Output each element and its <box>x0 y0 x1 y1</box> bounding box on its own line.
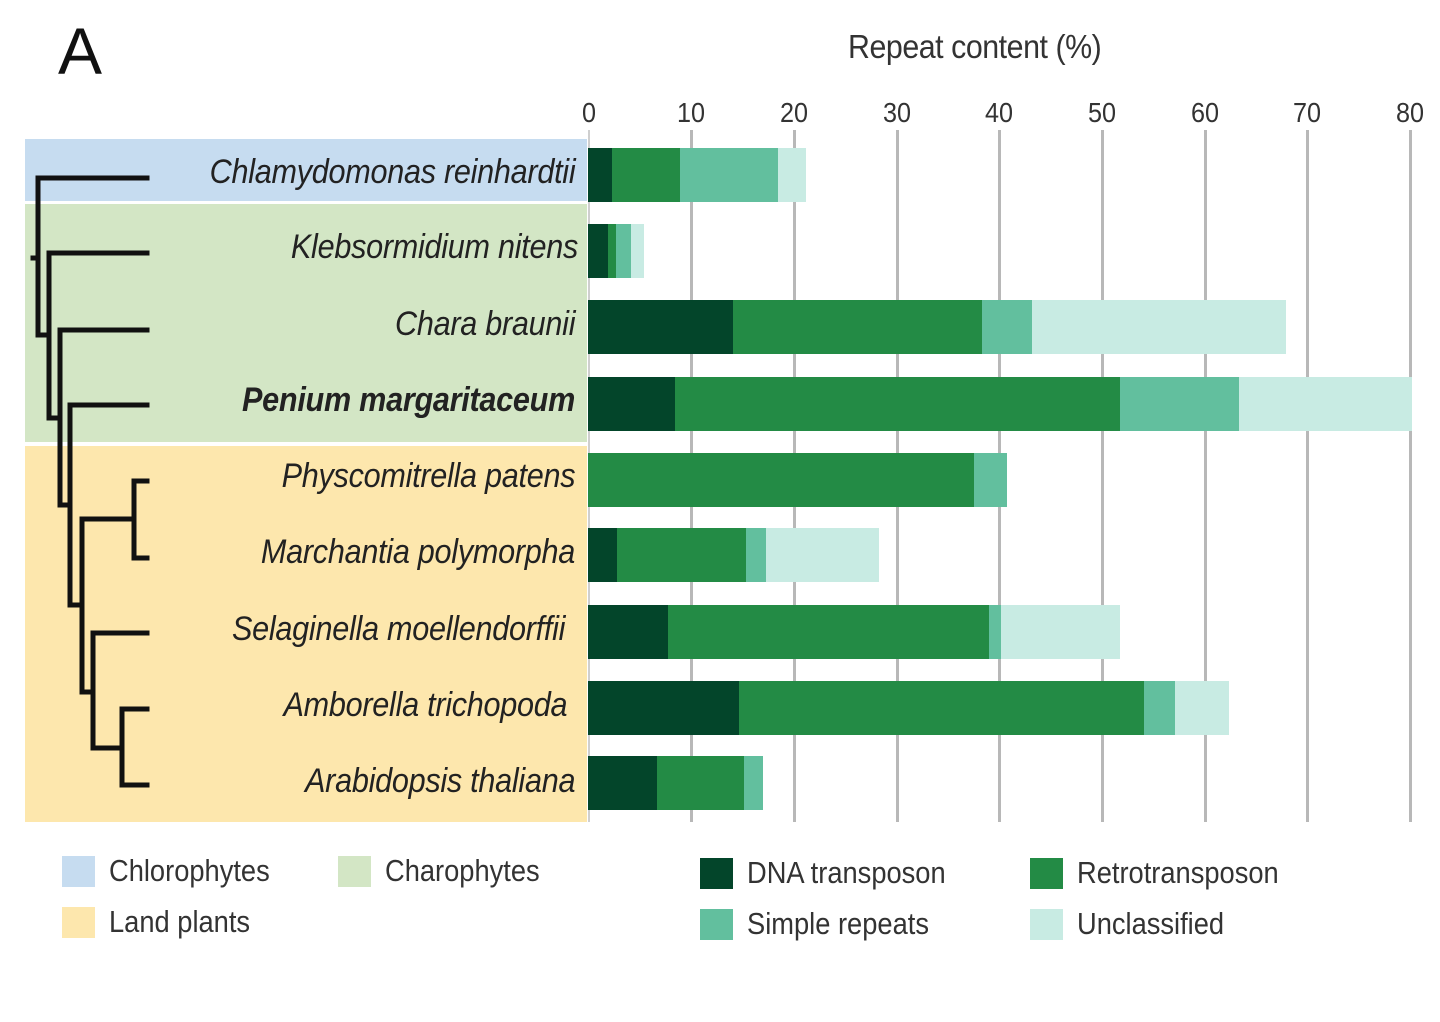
legend-item-chlorophytes: Chlorophytes <box>62 853 292 888</box>
species-label: Klebsormidium nitens <box>290 228 578 266</box>
bar-segment-simple-repeats <box>974 453 1008 507</box>
bar-segment-unclassified <box>765 528 879 582</box>
bar-segment-unclassified <box>1031 300 1286 354</box>
bar-segment-simple-repeats <box>988 605 1002 659</box>
legend-item-charophytes: Charophytes <box>338 853 561 888</box>
gridline <box>1101 130 1104 822</box>
bar-segment-simple-repeats <box>1120 377 1240 431</box>
bar-segment-simple-repeats <box>615 224 632 278</box>
bar-segment-simple-repeats <box>744 756 763 810</box>
legend-item-land-plants: Land plants <box>62 904 269 939</box>
bar-segment-retrotransposon <box>732 300 982 354</box>
legend-label: Unclassified <box>1077 906 1225 941</box>
legend-item-unclassified: Unclassified <box>1030 906 1244 941</box>
tick-label: 30 <box>882 97 912 128</box>
bar-segment-dna-transposon <box>588 756 657 810</box>
legend-swatch <box>338 855 371 887</box>
tick-label: 40 <box>984 97 1014 128</box>
legend-swatch <box>1030 908 1063 940</box>
tick-label: 50 <box>1087 97 1117 128</box>
bar-segment-dna-transposon <box>588 377 676 431</box>
tick-label: 70 <box>1292 97 1322 128</box>
bar-segment-retrotransposon <box>616 528 747 582</box>
bar-segment-dna-transposon <box>588 224 608 278</box>
bar-segment-simple-repeats <box>680 148 779 202</box>
tick-label: 0 <box>581 97 597 128</box>
panel-letter: A <box>58 14 103 88</box>
legend-swatch <box>1030 857 1063 889</box>
bar-segment-retrotransposon <box>588 453 975 507</box>
bar-segment-unclassified <box>631 224 645 278</box>
species-label: Marchantia polymorpha <box>260 533 575 571</box>
legend-label: Retrotransposon <box>1077 855 1279 890</box>
species-label: Physcomitrella patens <box>281 457 575 495</box>
species-label: Chara braunii <box>394 305 575 343</box>
band-charophytes <box>25 204 587 442</box>
bar-segment-retrotransposon <box>656 756 745 810</box>
legend-swatch <box>62 906 95 938</box>
bar-segment-unclassified <box>1174 681 1230 735</box>
species-label: Amborella trichopoda <box>283 686 567 724</box>
bar-segment-unclassified <box>778 148 806 202</box>
bar-segment-dna-transposon <box>588 148 612 202</box>
legend-item-retrotransposon: Retrotransposon <box>1030 855 1306 890</box>
tick-label: 80 <box>1395 97 1425 128</box>
phylogenetic-tree <box>30 175 150 788</box>
tick-label: 10 <box>676 97 706 128</box>
species-label: Selaginella moellendorffii <box>231 610 565 648</box>
bar-segment-dna-transposon <box>588 528 617 582</box>
legend-item-simple-repeats: Simple repeats <box>700 906 954 941</box>
bar-segment-retrotransposon <box>739 681 1144 735</box>
legend-swatch <box>700 908 733 940</box>
bar-segment-retrotransposon <box>668 605 989 659</box>
legend-item-dna-transposon: DNA transposon <box>700 855 973 890</box>
gridline <box>1409 130 1412 822</box>
gridline <box>1306 130 1309 822</box>
legend-swatch <box>700 857 733 889</box>
bar-segment-retrotransposon <box>607 224 616 278</box>
bar-segment-dna-transposon <box>588 605 669 659</box>
x-axis-title: Repeat content (%) <box>848 28 1102 65</box>
tick-label: 60 <box>1190 97 1220 128</box>
species-label-highlighted: Penium margaritaceum <box>241 381 575 419</box>
legend-swatch <box>62 855 95 887</box>
bar-segment-retrotransposon <box>611 148 681 202</box>
bar-segment-retrotransposon <box>675 377 1121 431</box>
legend-label: Land plants <box>109 904 251 939</box>
legend-label: DNA transposon <box>747 855 946 890</box>
gridline <box>1204 130 1207 822</box>
species-label: Chlamydomonas reinhardtii <box>209 153 575 191</box>
bar-segment-simple-repeats <box>981 300 1032 354</box>
bar-segment-unclassified <box>1001 605 1121 659</box>
legend-label: Charophytes <box>385 853 540 888</box>
species-label: Arabidopsis thaliana <box>304 762 575 800</box>
bar-segment-simple-repeats <box>1143 681 1175 735</box>
bar-segment-unclassified <box>1239 377 1413 431</box>
bar-segment-dna-transposon <box>588 300 733 354</box>
bar-segment-simple-repeats <box>746 528 766 582</box>
band-chlorophytes <box>25 139 587 201</box>
legend-label: Simple repeats <box>747 906 929 941</box>
tick-label: 20 <box>779 97 809 128</box>
legend-label: Chlorophytes <box>109 853 270 888</box>
bar-segment-dna-transposon <box>588 681 740 735</box>
